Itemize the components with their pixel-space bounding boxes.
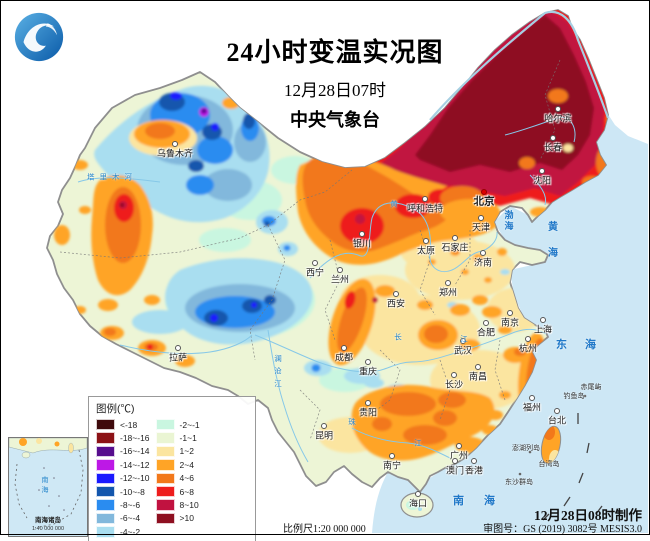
legend-swatch xyxy=(155,432,175,444)
legend-range-label: 2~4 xyxy=(179,459,194,470)
map-scale: 比例尺1:20 000 000 xyxy=(283,524,366,535)
legend-item: -16~-14 xyxy=(96,445,150,458)
legend-item: 6~8 xyxy=(155,485,200,498)
legend-column-right: -2~-1 -1~1 1~2 2~4 4~6 6~8 8~10 >10 xyxy=(155,418,200,539)
legend-swatch xyxy=(96,459,115,471)
hainan-island xyxy=(400,492,434,518)
legend-item: 1~2 xyxy=(155,445,200,458)
legend-range-label: -6~-4 xyxy=(120,513,141,524)
cma-logo-circle xyxy=(14,12,64,62)
legend-range-label: -4~-2 xyxy=(120,526,141,537)
legend-swatch xyxy=(155,472,175,484)
sea-islands-and-dashes xyxy=(518,386,603,521)
legend-range-label: 8~10 xyxy=(179,500,199,511)
legend-item: 2~4 xyxy=(155,458,200,471)
sea-area xyxy=(372,108,648,533)
legend-item: -6~-4 xyxy=(96,512,150,525)
cma-logo-dragon-swirl xyxy=(23,23,55,52)
legend-range-label: >10 xyxy=(179,513,194,524)
legend-range-label: -10~-8 xyxy=(120,486,145,497)
map-datetime: 12月28日07时 xyxy=(284,81,386,100)
legend-columns: <-18 -18~-16 -16~-14 -14~-12 -12~-10 -10~-8 -8… xyxy=(96,418,249,539)
legend-swatch xyxy=(155,512,175,525)
legend-item: -14~-12 xyxy=(96,458,150,471)
production-time: 12月28日08时制作 xyxy=(534,508,642,523)
legend-swatch xyxy=(155,418,175,431)
legend-range-label: <-18 xyxy=(120,419,138,430)
legend-swatch xyxy=(96,526,115,538)
legend-item: -8~-6 xyxy=(96,498,150,511)
south-china-sea-inset: 南海 南海诸岛 1:40 000 000 xyxy=(8,437,88,537)
legend-swatch xyxy=(96,512,115,525)
legend-range-label: 1~2 xyxy=(179,446,194,457)
inset-scale: 1:40 000 000 xyxy=(31,526,65,532)
inset-title: 南海诸岛 xyxy=(35,517,61,524)
map-title: 24小时变温实况图 xyxy=(226,38,444,67)
legend-item: -4~-2 xyxy=(96,525,150,538)
legend-swatch xyxy=(96,499,115,511)
legend-range-label: -8~-6 xyxy=(120,500,141,511)
temperature-blobs xyxy=(54,10,608,461)
legend-swatch xyxy=(155,459,175,471)
legend-item: -10~-8 xyxy=(96,485,150,498)
legend-swatch xyxy=(96,472,115,484)
legend-title: 图例(℃) xyxy=(96,403,135,415)
legend-item: 8~10 xyxy=(155,498,200,511)
footer-scale-line: 比例尺1:20 000 000 审图号：GS (2019) 3082号 MESI… xyxy=(283,520,642,535)
cma-logo-cloud xyxy=(45,23,58,36)
legend-item: -12~-10 xyxy=(96,472,150,485)
inset-sea-label: 南海 xyxy=(41,476,48,496)
legend-swatch xyxy=(96,445,115,458)
legend-range-label: -18~-16 xyxy=(120,433,150,444)
legend-range-label: 4~6 xyxy=(179,473,194,484)
legend-item: -18~-16 xyxy=(96,431,150,444)
rivers xyxy=(77,116,576,463)
province-boundaries xyxy=(59,59,561,441)
legend-swatch xyxy=(155,445,175,458)
legend-range-label: -2~-1 xyxy=(179,419,200,430)
legend-range-label: -16~-14 xyxy=(120,446,150,457)
cma-logo xyxy=(14,12,64,62)
legend-swatch xyxy=(96,432,115,444)
legend-range-label: 6~8 xyxy=(179,486,194,497)
legend-swatch xyxy=(96,418,115,431)
legend-item: -1~1 xyxy=(155,431,200,444)
legend-range-label: -1~1 xyxy=(179,433,197,444)
map-approval-number: 审图号：GS (2019) 3082号 MESIS3.0 xyxy=(483,524,642,535)
amur-border-river xyxy=(429,10,610,121)
legend-swatch xyxy=(155,485,175,498)
title-block: 24小时变温实况图 12月28日07时 中央气象台 xyxy=(150,32,520,132)
legend-item: 4~6 xyxy=(155,472,200,485)
legend-range-label: -14~-12 xyxy=(120,459,150,470)
legend-swatch xyxy=(155,499,175,511)
legend-item: >10 xyxy=(155,512,200,525)
map-source: 中央气象台 xyxy=(290,110,380,130)
legend-box: 图例(℃) <-18 -18~-16 -16~-14 -14~-12 -12~-10 -1… xyxy=(88,396,256,541)
legend-swatch xyxy=(96,485,115,498)
inset-map-graphic xyxy=(9,438,87,529)
legend-item: -2~-1 xyxy=(155,418,200,431)
legend-column-left: <-18 -18~-16 -16~-14 -14~-12 -12~-10 -10~-8 -8… xyxy=(96,418,150,539)
legend-item: <-18 xyxy=(96,418,150,431)
legend-range-label: -12~-10 xyxy=(120,473,150,484)
